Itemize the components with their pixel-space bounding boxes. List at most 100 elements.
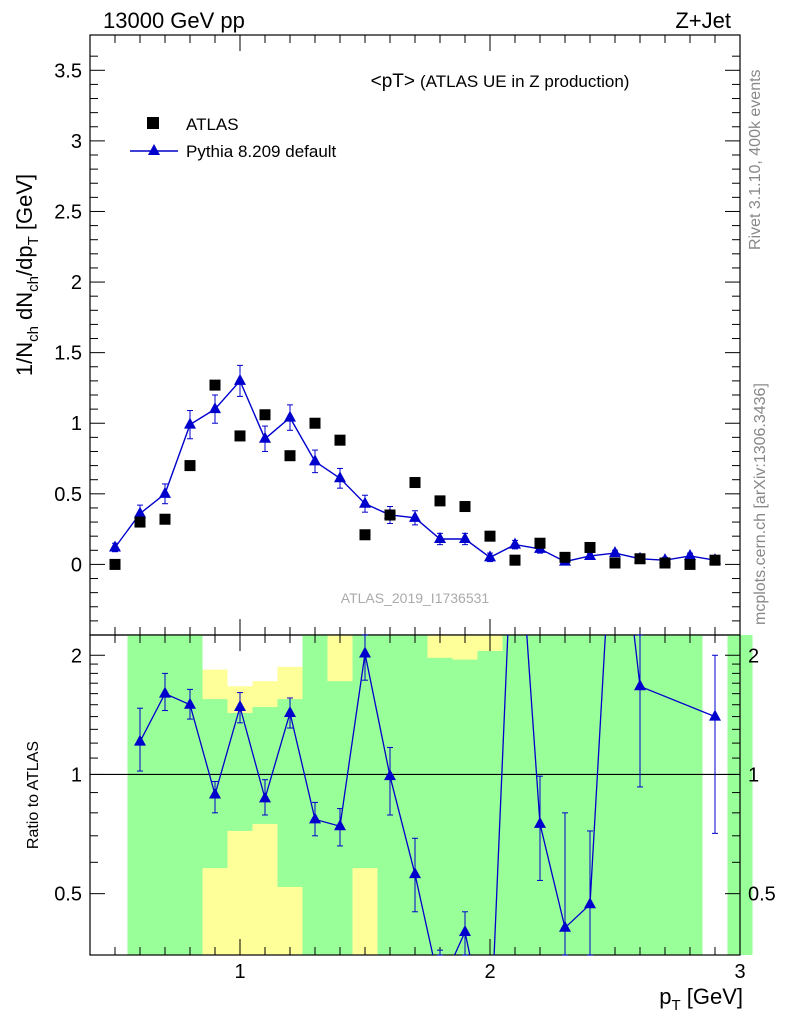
main-subtitle: (ATLAS UE in Z production) [420, 72, 629, 91]
legend-atlas-marker [147, 117, 159, 129]
ratio-inner-band [602, 635, 628, 955]
ratio-point [559, 920, 571, 932]
atlas-point [459, 501, 471, 513]
legend: ATLAS Pythia 8.209 default [130, 115, 337, 161]
atlas-point [359, 529, 371, 541]
ratio-inner-band [652, 635, 678, 955]
ratio-point [709, 709, 721, 721]
main-y-tick-label: 0 [71, 554, 82, 576]
ratio-point [459, 925, 471, 937]
pythia-point [309, 454, 321, 466]
x-tick-label: 2 [484, 961, 495, 983]
ratio-inner-band [302, 635, 328, 955]
x-tick-label: 3 [734, 961, 745, 983]
pythia-point [234, 373, 246, 385]
ratio-point [309, 812, 321, 824]
legend-pythia-label: Pythia 8.209 default [186, 142, 337, 161]
header-left-label: 13000 GeV pp [103, 8, 245, 33]
ratio-y-tick-label-right: 1 [748, 764, 759, 786]
ratio-point [409, 867, 421, 879]
main-data-marks [109, 364, 721, 570]
ratio-inner-band [177, 635, 203, 955]
pythia-point [434, 532, 446, 543]
main-y-tick-label: 0.5 [54, 484, 82, 506]
legend-pythia-marker [148, 144, 160, 155]
ratio-point [284, 705, 296, 717]
ratio-ticks: 0.5 0.5 1 1 2 2 1 2 3 [54, 635, 776, 983]
ratio-y-axis-label: Ratio to ATLAS [25, 741, 42, 849]
atlas-point [634, 553, 646, 565]
mcplots-label: mcplots.cern.ch [arXiv:1306.3436] [752, 383, 769, 625]
ratio-point [334, 819, 346, 831]
atlas-point [159, 513, 171, 525]
atlas-point [559, 551, 571, 563]
ratio-series-line [139, 635, 716, 955]
atlas-point [259, 409, 271, 421]
atlas-point [234, 430, 246, 442]
pythia-point [584, 548, 596, 560]
ratio-point [134, 734, 146, 746]
atlas-point [709, 554, 721, 566]
ratio-point [584, 897, 596, 909]
main-y-tick-label: 3 [71, 131, 82, 153]
atlas-point [584, 541, 596, 553]
atlas-point [384, 509, 396, 521]
atlas-point [684, 558, 696, 570]
ratio-y-tick-label-right: 0.5 [748, 884, 776, 906]
ratio-y-tick-label: 2 [71, 645, 82, 667]
ratio-inner-band [427, 657, 453, 955]
pythia-series-line [114, 379, 716, 563]
ratio-inner-band [477, 651, 503, 955]
atlas-point [484, 530, 496, 542]
main-y-tick-label: 2 [71, 272, 82, 294]
pythia-point [184, 417, 196, 429]
ratio-point [534, 816, 546, 828]
ratio-point [634, 679, 646, 691]
ratio-inner-band [452, 659, 478, 955]
atlas-point [434, 495, 446, 507]
main-y-ticks: 0 0.5 1 1.5 2 2.5 3 3.5 [54, 35, 740, 635]
pythia-point [509, 537, 521, 549]
legend-atlas-label: ATLAS [186, 115, 239, 134]
ratio-y-tick-label: 0.5 [54, 884, 82, 906]
main-y-tick-label: 3.5 [54, 60, 82, 82]
atlas-point [134, 516, 146, 528]
pythia-point [484, 550, 496, 562]
ratio-data-marks [134, 634, 721, 956]
pythia-point [284, 410, 296, 422]
main-y-tick-label: 1.5 [54, 343, 82, 365]
atlas-point [609, 557, 621, 569]
pythia-point [209, 402, 221, 414]
watermark-label: ATLAS_2019_I1736531 [341, 590, 490, 606]
rivet-label: Rivet 3.1.10, 400k events [747, 69, 764, 250]
ratio-point [384, 769, 396, 781]
atlas-point [184, 460, 196, 472]
pythia-point [609, 546, 621, 558]
pythia-point [134, 506, 146, 518]
pythia-point [684, 548, 696, 560]
pythia-point [409, 510, 421, 522]
ratio-inner-band [127, 635, 153, 955]
ratio-inner-band [227, 712, 253, 831]
main-title: <pT> [371, 71, 415, 92]
atlas-point [309, 417, 321, 429]
pythia-point [159, 486, 171, 498]
x-axis-label: pT [GeV] [659, 984, 743, 1014]
pythia-point [109, 540, 121, 552]
ratio-point [209, 787, 221, 799]
header-right-label: Z+Jet [675, 8, 731, 33]
pythia-point [359, 496, 371, 508]
ratio-point [184, 697, 196, 709]
atlas-point [334, 434, 346, 446]
ratio-point [359, 646, 371, 658]
atlas-point [284, 450, 296, 462]
ratio-inner-band [502, 635, 528, 955]
ratio-point [259, 791, 271, 803]
atlas-point [209, 379, 221, 391]
ratio-inner-band [677, 635, 703, 955]
ratio-y-tick-label-right: 2 [748, 645, 759, 667]
ratio-inner-band [277, 699, 303, 887]
pythia-point [259, 431, 271, 443]
pythia-point [334, 471, 346, 483]
